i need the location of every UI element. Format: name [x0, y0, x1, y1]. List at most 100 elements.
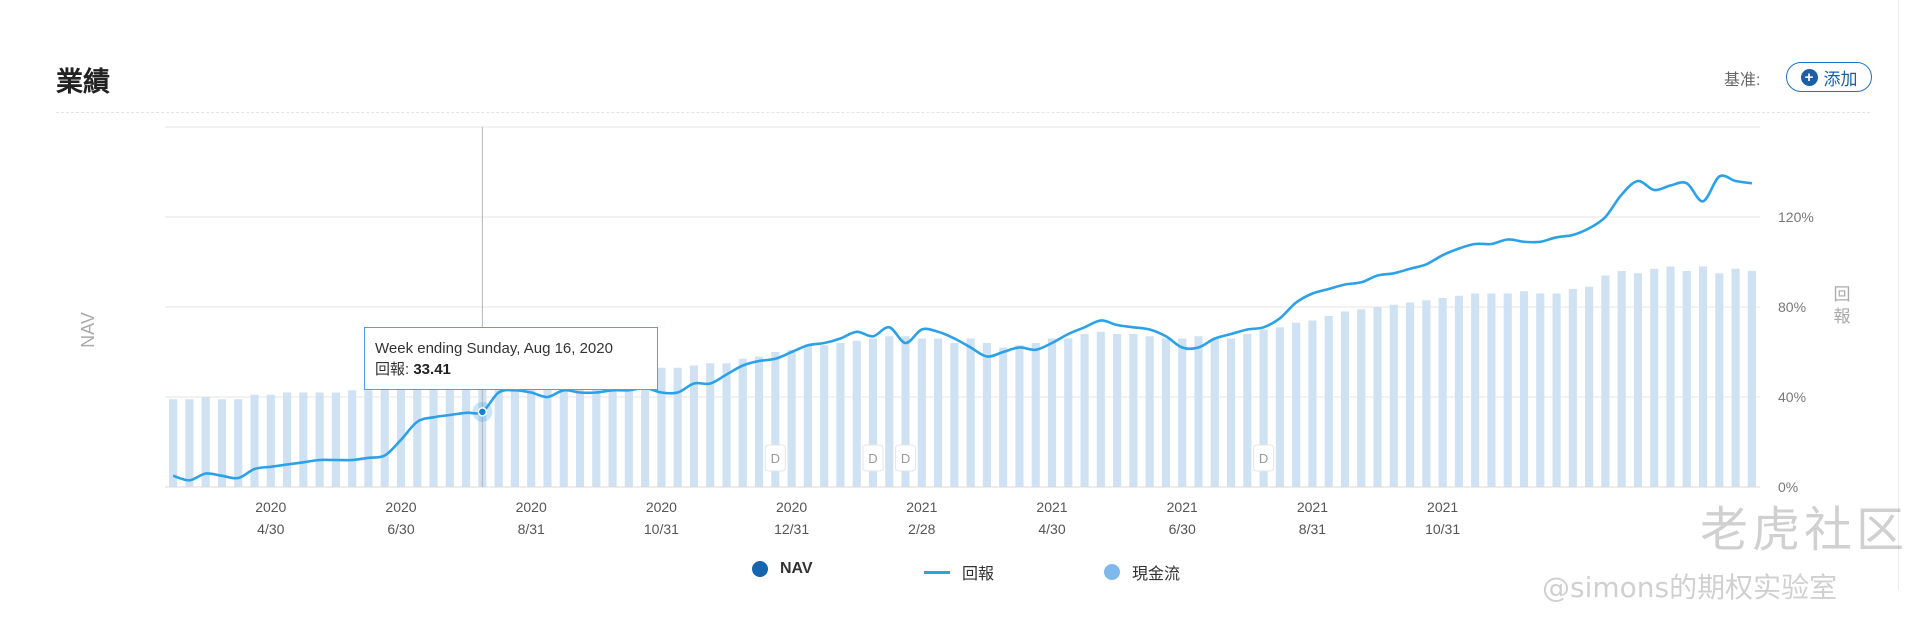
nav-bar [641, 370, 650, 487]
nav-bar [169, 399, 178, 487]
x-tick-year: 2020 [385, 499, 416, 515]
nav-bar [1275, 327, 1284, 487]
legend-item-return[interactable]: 回報 [924, 560, 994, 584]
nav-bar [1389, 304, 1398, 487]
y-axis-title-right-char: 報 [1834, 307, 1851, 327]
nav-bar [1650, 268, 1659, 487]
nav-bar [1129, 334, 1138, 487]
nav-bar [396, 388, 406, 487]
nav-bar [754, 356, 764, 487]
x-tick-year: 2021 [1427, 499, 1458, 515]
nav-bar [1064, 338, 1073, 487]
nav-bar [1698, 266, 1708, 487]
nav-bar [1210, 338, 1219, 487]
nav-bar [1031, 343, 1040, 487]
nav-bar [1715, 273, 1724, 487]
nav-bar [494, 388, 503, 487]
line-dash-icon [924, 570, 950, 574]
nav-bar [657, 367, 666, 487]
nav-bar [462, 385, 471, 487]
nav-bar [510, 385, 519, 487]
nav-bar [1340, 311, 1350, 487]
nav-bar [250, 394, 259, 487]
nav-bar [413, 385, 422, 487]
x-tick-date: 6/30 [387, 521, 414, 537]
nav-bar [1747, 271, 1756, 487]
legend-label-cashflow: 現金流 [1132, 566, 1181, 583]
nav-bar [1617, 271, 1626, 487]
panel-border [1898, 0, 1899, 590]
dividend-marker-box [764, 444, 786, 472]
nav-bar [234, 399, 243, 487]
nav-bar [803, 345, 812, 487]
nav-bar [1471, 293, 1480, 487]
nav-bar [1243, 334, 1252, 487]
nav-bar [1145, 336, 1154, 487]
nav-bar [706, 363, 715, 487]
legend-item-nav[interactable]: NAV [752, 560, 813, 578]
nav-bar [1373, 307, 1382, 487]
highlight-point [477, 407, 488, 417]
nav-bar [1585, 286, 1594, 487]
plus-circle-icon: + [1800, 68, 1818, 86]
nav-bar [608, 379, 617, 487]
nav-bar [1568, 289, 1577, 487]
page-title: 業績 [56, 67, 110, 97]
nav-bar [429, 388, 438, 487]
nav-bar [543, 383, 552, 487]
dividend-marker: D [771, 451, 780, 466]
y-tick-label: 80% [1778, 299, 1806, 315]
x-tick-date: 6/30 [1169, 521, 1196, 537]
y-axis-title-right-char: 回 [1834, 285, 1851, 305]
y-axis-title-left: NAV [78, 312, 98, 348]
x-tick-year: 2021 [906, 499, 937, 515]
nav-bar [1682, 271, 1691, 487]
nav-bar [592, 381, 601, 487]
tooltip-row: 回報: 33.41 [375, 359, 647, 380]
nav-bar [624, 374, 633, 487]
nav-bar [1487, 293, 1496, 487]
add-benchmark-label: 添加 [1823, 69, 1858, 89]
nav-bar [1259, 329, 1268, 487]
tooltip-label: 回報: [375, 361, 410, 378]
nav-bar [1666, 266, 1675, 487]
nav-bar [1292, 322, 1301, 487]
dividend-marker-box [895, 444, 917, 472]
nav-bar [1731, 268, 1740, 487]
nav-bar [331, 392, 340, 487]
x-tick-date: 4/30 [257, 521, 284, 537]
nav-bar [999, 347, 1008, 487]
nav-bar [282, 392, 292, 487]
dividend-marker: D [901, 451, 910, 466]
nav-bar [934, 338, 943, 487]
nav-bar [1080, 334, 1089, 487]
nav-bar [738, 358, 747, 487]
dividend-marker-box [862, 444, 884, 472]
nav-bar [201, 397, 210, 487]
nav-bar [1015, 345, 1024, 487]
nav-bar [380, 388, 389, 487]
nav-bar [266, 394, 275, 487]
nav-bar [1178, 338, 1187, 487]
legend-item-cashflow[interactable]: 現金流 [1104, 560, 1180, 584]
x-tick-year: 2021 [1297, 499, 1328, 515]
nav-bar [1161, 338, 1171, 487]
nav-bar [1194, 336, 1203, 487]
x-tick-year: 2021 [1167, 499, 1198, 515]
nav-bar [1503, 293, 1512, 487]
nav-bar [559, 383, 568, 487]
nav-bar [722, 363, 731, 487]
nav-bar [575, 383, 585, 487]
return-line [172, 174, 1753, 482]
dividend-marker: D [1259, 451, 1268, 466]
nav-bar [950, 343, 959, 487]
nav-bar [527, 385, 536, 487]
add-benchmark-button[interactable]: + 添加 [1786, 62, 1872, 92]
x-tick-year: 2020 [516, 499, 547, 515]
legend-label-nav: NAV [780, 560, 813, 577]
nav-bar [966, 338, 975, 487]
x-tick-date: 8/31 [1299, 521, 1326, 537]
watermark-handle: @simons的期权实验室 [1542, 571, 1838, 604]
nav-bar [673, 367, 682, 487]
x-tick-date: 4/30 [1038, 521, 1065, 537]
